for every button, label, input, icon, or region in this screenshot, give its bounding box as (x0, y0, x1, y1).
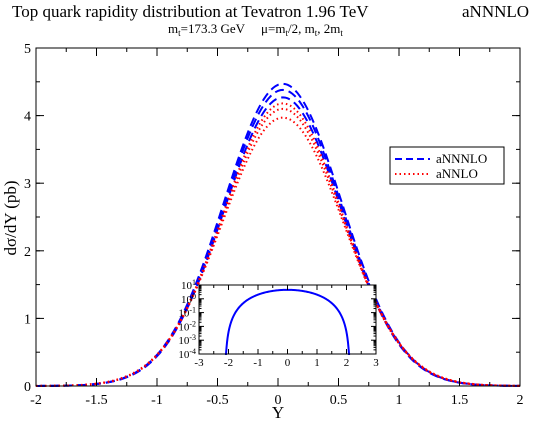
inset-x-tick-label: 1 (314, 357, 320, 369)
chart-subtitle: mt=173.3 GeV μ=mt/2, mt, 2mt (168, 21, 343, 38)
main-curves (35, 82, 521, 387)
x-tick-label: 0 (275, 393, 282, 408)
chart-title-tag: aNNNLO (462, 2, 529, 21)
x-axis-label: Y (272, 403, 284, 422)
subtitle-scale-mid1: /2, m (288, 21, 315, 36)
x-tick-label: -2 (30, 393, 42, 408)
legend-box (389, 146, 505, 185)
x-tick-label: 0.5 (330, 393, 348, 408)
subtitle-scale-sub1: t (285, 28, 288, 38)
y-tick-label: 4 (24, 110, 31, 125)
inset-x-tick-label: 3 (373, 357, 379, 369)
subtitle-scale-sub2: t (315, 28, 318, 38)
chart-title: Top quark rapidity distribution at Tevat… (12, 2, 529, 21)
inset-y-tick-label: 10-2 (178, 319, 196, 333)
subtitle-scale-mid2: , 2m (317, 21, 340, 36)
y-tick-label: 2 (24, 245, 31, 260)
inset-x-tick-label: -2 (224, 357, 233, 369)
inset-y-tick-label: 101 (181, 278, 196, 292)
chart-title-main: Top quark rapidity distribution at Tevat… (12, 2, 369, 21)
inset-x-tick-label: 2 (344, 357, 350, 369)
inset-x-tick-label: -3 (194, 357, 204, 369)
inset-y-tick-label: 10-3 (178, 333, 196, 347)
y-tick-label: 1 (24, 312, 31, 327)
subtitle-mass-sub: t (178, 28, 181, 38)
y-tick-label: 0 (24, 380, 31, 395)
inset-y-tick-label: 100 (181, 292, 196, 306)
inset-background (199, 285, 376, 354)
y-tick-label: 5 (24, 42, 31, 57)
x-tick-label: -1 (151, 393, 163, 408)
inset-y-tick-label: 10-4 (178, 347, 196, 361)
y-axis-label: dσ/dY (pb) (1, 180, 20, 255)
x-tick-label: -1.5 (85, 393, 107, 408)
x-tick-label: 1.5 (451, 393, 469, 408)
y-tick-label: 3 (24, 177, 31, 192)
series-line-5 (35, 116, 521, 387)
inset-y-tick-label: 10-1 (178, 306, 196, 320)
legend: aNNNLO aNNLO (389, 146, 505, 185)
subtitle-mass-value: =173.3 GeV (181, 21, 246, 36)
subtitle-scale-sub3: t (340, 28, 343, 38)
inset-x-tick-label: -1 (253, 357, 262, 369)
legend-label-annlo: aNNLO (436, 166, 478, 181)
subtitle-scale: μ=m (261, 21, 285, 36)
x-tick-label: 2 (517, 393, 524, 408)
x-tick-label: 1 (396, 393, 403, 408)
inset-x-tick-label: 0 (285, 357, 291, 369)
x-tick-label: -0.5 (206, 393, 228, 408)
main-ticks: -2 -1.5 -1 -0.5 0 0.5 1 1.5 2 0 1 2 3 4 5 (24, 42, 524, 408)
legend-label-annnlo: aNNNLO (436, 151, 487, 166)
subtitle-mass: m (168, 21, 178, 36)
